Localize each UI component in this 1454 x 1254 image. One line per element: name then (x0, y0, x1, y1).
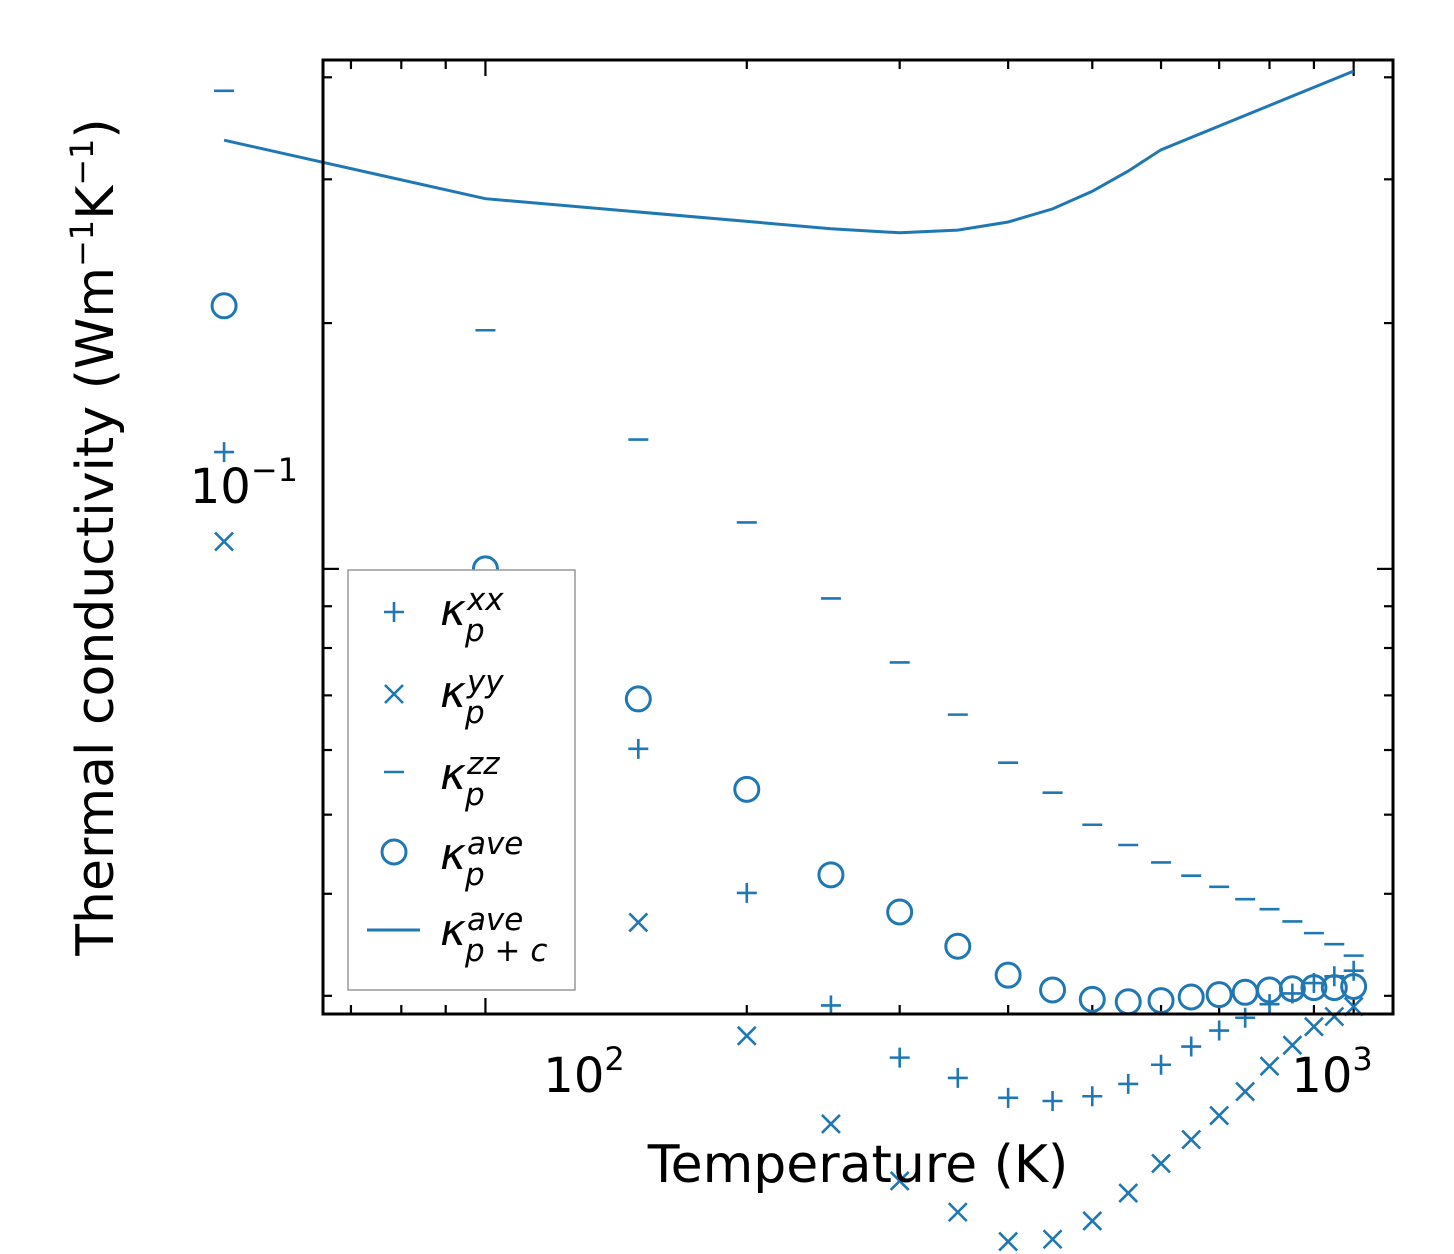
y-axis-label: Thermal conductivity (Wm−1K−1) (63, 118, 126, 956)
point-kappa_p_xx-750 (1235, 1007, 1256, 1028)
point-kappa_p_xx-150 (628, 738, 649, 759)
point-kappa_p_yy-200 (736, 1025, 757, 1046)
point-kappa_p_ave-550 (1114, 988, 1142, 1016)
point-kappa_p_ave-850 (1278, 975, 1306, 1003)
legend-sub-xx: p (464, 613, 485, 649)
legend-marker-kappa_p_xx (384, 602, 404, 622)
legend-sub-zz: p (464, 777, 485, 813)
x-tick-label-1000: 103 (1291, 1040, 1372, 1104)
point-kappa_p_xx-250 (820, 995, 841, 1016)
point-kappa_p_yy-800 (1259, 1056, 1280, 1077)
point-kappa_p_ave-450 (1039, 976, 1067, 1004)
legend-sub-yy: p (464, 695, 485, 731)
point-kappa_p_ave-350 (944, 932, 972, 960)
point-kappa_p_yy-150 (628, 912, 649, 933)
point-kappa_p_ave-950 (1320, 974, 1348, 1002)
plot-frame (321, 58, 1395, 1016)
point-kappa_p_xx-800 (1259, 994, 1280, 1015)
series-line-kappa_p+c_ave (223, 69, 1355, 235)
point-kappa_p_yy-700 (1209, 1105, 1230, 1126)
point-kappa_p_ave-150 (624, 685, 652, 713)
legend-sub-pc-ave: p + c (464, 933, 547, 969)
point-kappa_p_ave-200 (733, 775, 761, 803)
point-kappa_p_ave-50 (210, 292, 238, 320)
series-kappa_p_yy (214, 531, 1364, 1252)
point-kappa_p_yy-550 (1118, 1183, 1139, 1203)
point-kappa_p_xx-450 (1042, 1090, 1063, 1111)
legend: κxx p κyy p κzz p κave p κave p + c (347, 569, 576, 991)
point-kappa_p_yy-500 (1082, 1211, 1103, 1231)
point-kappa_p_xx-1000 (1343, 960, 1364, 981)
point-kappa_p_yy-300 (889, 1170, 910, 1191)
point-kappa_p_yy-250 (821, 1114, 841, 1134)
point-kappa_p_ave-500 (1078, 985, 1106, 1013)
legend-sub-ave: p (464, 857, 485, 893)
point-kappa_p_ave-400 (994, 961, 1022, 989)
point-kappa_p_xx-300 (889, 1047, 910, 1068)
point-kappa_p_ave-700 (1205, 981, 1233, 1009)
x-tick-labels: 102 103 (543, 1040, 1372, 1104)
legend-marker-kappa_p_ave (380, 838, 408, 866)
x-axis-label: Temperature (K) (647, 1135, 1069, 1195)
point-kappa_p_xx-650 (1181, 1036, 1202, 1057)
point-kappa_p_xx-50 (214, 442, 235, 463)
y-tick-labels: 10−1 (190, 451, 298, 515)
point-kappa_p_yy-450 (1042, 1229, 1063, 1250)
point-kappa_p_yy-750 (1235, 1081, 1256, 1102)
point-kappa_p_yy-950 (1324, 1006, 1345, 1027)
point-kappa_p_yy-50 (214, 531, 234, 552)
point-kappa_p_yy-850 (1282, 1035, 1303, 1056)
point-kappa_p_xx-500 (1082, 1086, 1103, 1107)
series-kappa_p_zz (214, 89, 1364, 957)
legend-marker-kappa_p_yy (384, 684, 404, 704)
point-kappa_p_ave-1000 (1340, 972, 1368, 1000)
point-kappa_p_xx-700 (1209, 1020, 1230, 1041)
point-kappa_p_ave-900 (1300, 974, 1328, 1002)
point-kappa_p_ave-300 (886, 898, 914, 926)
legend-label-zz: κzz (440, 746, 500, 800)
legend-label-yy: κyy (440, 664, 504, 718)
legend-label-xx: κxx (440, 582, 504, 636)
legend-markers (367, 602, 420, 932)
point-kappa_p_ave-650 (1177, 983, 1205, 1011)
point-kappa_p_xx-350 (947, 1067, 968, 1088)
point-kappa_p_xx-200 (736, 882, 757, 903)
point-kappa_p_ave-750 (1231, 978, 1259, 1006)
point-kappa_p_xx-400 (998, 1087, 1019, 1108)
legend-label-pc-ave: κave (440, 902, 523, 956)
legend-label-ave: κave (440, 826, 523, 880)
point-kappa_p_ave-250 (817, 861, 845, 889)
series-kappa_p+c_ave (223, 69, 1355, 235)
point-kappa_p_yy-400 (998, 1231, 1019, 1252)
legend-box (347, 569, 576, 991)
y-tick-label-0.1: 10−1 (190, 451, 298, 515)
point-kappa_p_xx-550 (1118, 1073, 1139, 1094)
point-kappa_p_xx-600 (1151, 1054, 1172, 1075)
point-kappa_p_yy-350 (947, 1202, 968, 1223)
point-kappa_p_yy-650 (1181, 1129, 1202, 1150)
point-kappa_p_yy-600 (1151, 1153, 1171, 1174)
x-tick-label-100: 102 (543, 1040, 624, 1104)
point-kappa_p_yy-900 (1304, 1016, 1324, 1037)
